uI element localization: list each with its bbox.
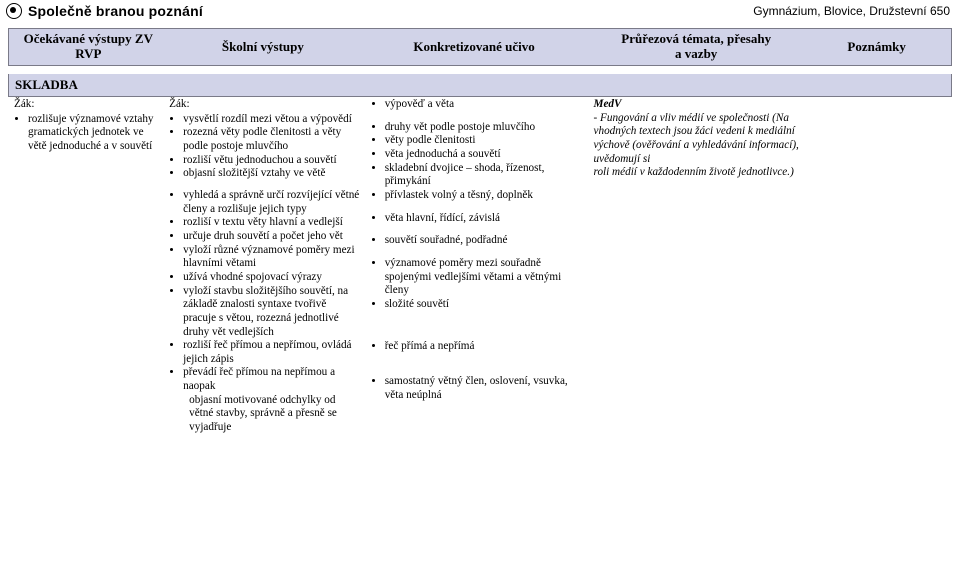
col2-lead: Žák: <box>169 98 361 112</box>
list-item: věta jednoduchá a souvětí <box>385 148 586 162</box>
page-topbar: Společně branou poznání Gymnázium, Blovi… <box>0 0 960 22</box>
header-col-1-line1: Očekávané výstupy ZV <box>24 32 153 47</box>
list-item: rozliší řeč přímou a nepřímou, ovládá je… <box>183 339 361 366</box>
header-col-5: Poznámky <box>802 29 951 65</box>
list-item: užívá vhodné spojovací výrazy <box>183 271 361 285</box>
school-name: Gymnázium, Blovice, Družstevní 650 <box>753 4 960 18</box>
col-cross-topics: MedV - Fungování a vliv médií ve společn… <box>590 96 807 560</box>
section-title: SKLADBA <box>9 77 78 93</box>
section-band: SKLADBA <box>8 74 952 97</box>
col1-list: rozlišuje významové vztahy gramatických … <box>28 113 159 154</box>
list-item: určuje druh souvětí a počet jeho vět <box>183 230 361 244</box>
header-col-1: Očekávané výstupy ZV RVP <box>9 29 168 65</box>
col2-list: vysvětlí rozdíl mezi větou a výpovědí ro… <box>183 113 361 435</box>
list-item: významové poměry mezi souřadně spojenými… <box>385 257 586 298</box>
list-item: vyloží stavbu složitějšího souvětí, na z… <box>183 285 361 340</box>
header-col-4-line1: Průřezová témata, přesahy <box>621 32 771 47</box>
list-item: převádí řeč přímou na nepřímou a naopak <box>183 366 361 393</box>
list-item: přívlastek volný a těsný, doplněk <box>385 189 586 203</box>
list-item: rozlišuje významové vztahy gramatických … <box>28 113 159 154</box>
col3-list: výpověď a věta druhy vět podle postoje m… <box>385 98 586 403</box>
list-item: souvětí souřadné, podřadné <box>385 234 586 248</box>
list-item: výpověď a věta <box>385 98 586 112</box>
list-item: druhy vět podle postoje mluvčího <box>385 121 586 135</box>
list-item: rozliší v textu věty hlavní a vedlejší <box>183 216 361 230</box>
col-expected-outputs: Žák: rozlišuje významové vztahy gramatic… <box>8 96 163 560</box>
header-col-4: Průřezová témata, přesahy a vazby <box>590 29 802 65</box>
col-notes <box>807 96 952 560</box>
list-item: rozliší větu jednoduchou a souvětí <box>183 154 361 168</box>
logo-icon <box>6 3 22 19</box>
header-col-2: Školní výstupy <box>168 29 358 65</box>
header-col-1-line2: RVP <box>75 47 101 62</box>
medv-title: MedV <box>594 98 803 112</box>
column-headers: Očekávané výstupy ZV RVP Školní výstupy … <box>8 28 952 66</box>
medv-body-2: roli médií v každodenním životě jednotli… <box>594 166 803 180</box>
list-item: skladební dvojice – shoda, řízenost, při… <box>385 162 586 189</box>
list-item: vyloží různé významové poměry mezi hlavn… <box>183 244 361 271</box>
list-item: řeč přímá a nepřímá <box>385 340 586 354</box>
header-col-3: Konkretizované učivo <box>358 29 590 65</box>
list-item: vysvětlí rozdíl mezi větou a výpovědí <box>183 113 361 127</box>
list-item: objasní složitější vztahy ve větě <box>183 167 361 181</box>
medv-body-1: - Fungování a vliv médií ve společnosti … <box>594 112 803 167</box>
col1-lead: Žák: <box>14 98 159 112</box>
list-item: vyhledá a správně určí rozvíjející větné… <box>183 189 361 216</box>
list-item: věty podle členitosti <box>385 134 586 148</box>
list-item: rozezná věty podle členitosti a věty pod… <box>183 126 361 153</box>
content-grid: Žák: rozlišuje významové vztahy gramatic… <box>8 96 952 560</box>
list-item: věta hlavní, řídící, závislá <box>385 212 586 226</box>
brand-text: Společně branou poznání <box>28 3 203 19</box>
list-item: objasní motivované odchylky od větné sta… <box>189 394 361 435</box>
brand: Společně branou poznání <box>0 3 203 19</box>
list-item: složité souvětí <box>385 298 586 312</box>
header-col-4-line2: a vazby <box>675 47 717 62</box>
col-curriculum: výpověď a věta druhy vět podle postoje m… <box>365 96 590 560</box>
list-item: samostatný větný člen, oslovení, vsuvka,… <box>385 375 586 402</box>
col-school-outputs: Žák: vysvětlí rozdíl mezi větou a výpově… <box>163 96 365 560</box>
